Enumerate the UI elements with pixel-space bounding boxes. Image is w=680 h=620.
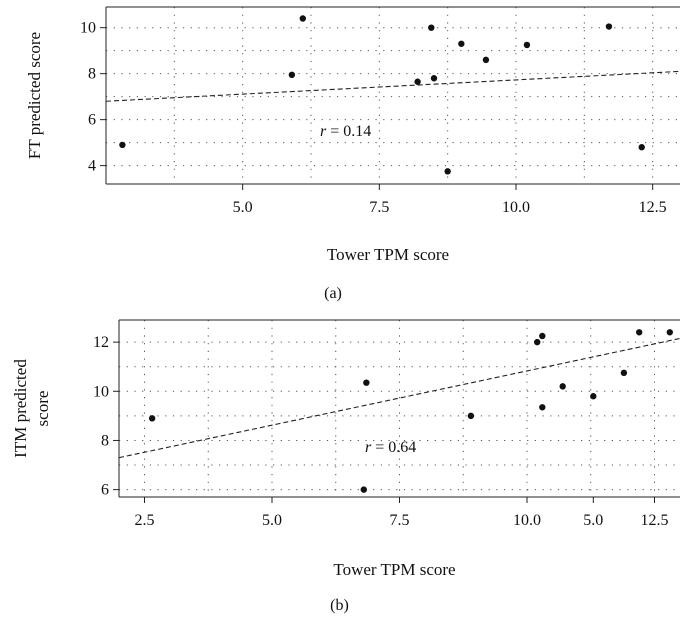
x-tick-label: 2.5 xyxy=(135,512,155,529)
data-point xyxy=(482,56,490,64)
data-point xyxy=(430,75,438,82)
data-point xyxy=(590,393,597,400)
data-point xyxy=(467,412,475,420)
x-tick-label: 10.0 xyxy=(502,199,530,216)
data-point xyxy=(638,144,645,151)
chart-panel-2: 2.5 5.0 7.5 10.0 12.5 5.0 6 8 10 12 r = 0.64 Tower … xyxy=(11,319,680,614)
data-point xyxy=(458,40,465,47)
y-tick-label: 10 xyxy=(80,20,96,37)
y-axis-label: ITM predicted xyxy=(11,359,30,458)
data-point xyxy=(666,329,673,336)
data-point xyxy=(148,415,156,422)
panel-label: (a) xyxy=(324,285,342,302)
y-tick-label: 8 xyxy=(101,432,109,449)
x-axis-label: Tower TPM score xyxy=(333,560,455,579)
x-tick-label: 7.5 xyxy=(369,199,389,216)
data-point xyxy=(119,141,126,149)
data-point xyxy=(444,168,451,175)
data-point xyxy=(288,71,296,79)
correlation-annotation: r = 0.64 xyxy=(365,439,416,456)
y-tick-label: 4 xyxy=(88,158,96,175)
regression-line xyxy=(105,70,680,102)
y-tick-label: 8 xyxy=(88,66,96,83)
y-axis-label: score xyxy=(33,391,52,427)
y-tick-label: 6 xyxy=(88,112,96,129)
x-tick-label: 5.0 xyxy=(262,512,282,529)
correlation-annotation: r = 0.14 xyxy=(320,123,371,140)
chart-panel-1: 5.0 7.5 10.0 12.5 4 6 8 10 r = 0.14 Tower TPM sco… xyxy=(25,6,680,302)
x-tick-label: 12.5 xyxy=(641,512,669,529)
data-point xyxy=(414,78,421,85)
x-axis-label: Tower TPM score xyxy=(327,245,449,264)
panel-label: (b) xyxy=(330,597,349,614)
x-tick-label: 12.5 xyxy=(639,199,667,216)
y-axis-label: FT predicted score xyxy=(25,32,44,159)
data-point xyxy=(299,15,306,22)
data-point xyxy=(428,24,435,31)
y-tick-label: 10 xyxy=(93,383,109,400)
x-tick-label: 5.0 xyxy=(233,199,253,216)
data-point xyxy=(539,332,546,340)
y-tick-label: 12 xyxy=(93,334,109,351)
data-point xyxy=(363,379,370,386)
data-point xyxy=(559,383,566,390)
data-point xyxy=(360,486,367,493)
data-point xyxy=(523,41,531,49)
data-point xyxy=(636,329,643,336)
x-tick-label: 10.0 xyxy=(513,512,541,529)
x-tick-label: 7.5 xyxy=(390,512,410,529)
data-point xyxy=(620,369,628,377)
data-point xyxy=(605,23,613,30)
data-point xyxy=(534,338,541,346)
x-tick-label: 5.0 xyxy=(583,512,603,529)
y-tick-label: 6 xyxy=(101,482,109,499)
data-point xyxy=(539,404,546,411)
